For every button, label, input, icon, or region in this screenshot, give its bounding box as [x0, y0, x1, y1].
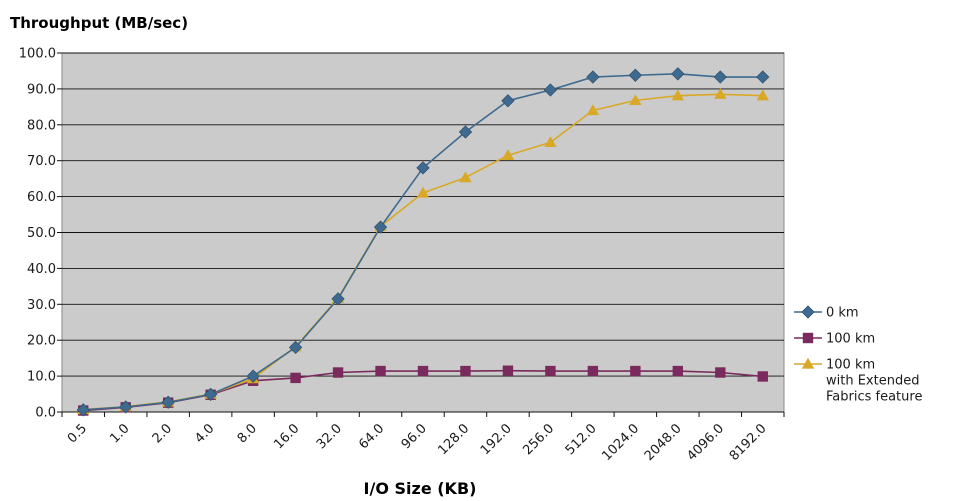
x-tick-label: 96.0	[399, 421, 430, 452]
data-point-square	[417, 365, 429, 377]
data-point-square	[290, 372, 301, 384]
x-axis-ticks: 0.5 1.0 2.0 4.0 8.0 16.0 32.0 64.0 96.0 128.0 192.…	[61, 412, 785, 464]
x-tick-label: 64.0	[356, 421, 387, 452]
data-point-diamond	[76, 403, 90, 417]
data-point-square	[757, 371, 768, 382]
x-tick-label: 1.0	[107, 421, 132, 446]
x-tick-label: 128.0	[435, 421, 472, 458]
data-point-triangle	[501, 149, 515, 160]
data-point-diamond	[416, 161, 430, 175]
data-point-diamond	[713, 70, 727, 84]
data-point-triangle	[416, 186, 430, 198]
y-tick-label: 70.0	[27, 154, 56, 169]
x-tick-label: 2048.0	[642, 421, 685, 464]
x-tick-label: 32.0	[314, 421, 345, 452]
series-group	[76, 67, 770, 417]
data-point-diamond	[331, 292, 345, 306]
y-axis-title: Throughput (MB/sec)	[10, 14, 188, 32]
y-tick-label: 90.0	[27, 82, 56, 97]
data-point-diamond	[671, 67, 685, 81]
y-tick-label: 50.0	[27, 226, 56, 241]
data-point-triangle	[714, 88, 727, 99]
y-tick-label: 60.0	[27, 190, 56, 205]
x-tick-label: 256.0	[520, 421, 557, 458]
data-point-square	[460, 365, 471, 377]
y-tick-label: 30.0	[27, 298, 56, 313]
data-point-square	[545, 365, 556, 377]
data-point-square	[672, 365, 684, 377]
data-point-diamond	[204, 387, 218, 402]
y-tick-label: 20.0	[27, 334, 56, 349]
x-axis-title: I/O Size (KB)	[364, 479, 477, 498]
data-point-diamond	[628, 68, 642, 82]
data-point-square	[502, 365, 514, 376]
legend-label: 0 km	[826, 306, 859, 321]
legend-label: with Extended	[826, 374, 919, 389]
data-point-diamond	[543, 83, 558, 97]
data-point-diamond	[586, 70, 600, 84]
legend-label: 100 km	[826, 358, 875, 373]
data-point-square	[332, 367, 344, 378]
x-tick-label: 2.0	[150, 421, 175, 446]
data-point-diamond	[756, 70, 770, 84]
data-point-triangle	[586, 104, 600, 116]
legend-label: Fabrics feature	[826, 390, 922, 405]
y-tick-label: 10.0	[27, 370, 56, 385]
data-point-triangle	[801, 357, 815, 369]
x-tick-label: 512.0	[563, 421, 600, 458]
x-tick-label: 8.0	[235, 421, 260, 446]
data-point-triangle	[756, 89, 769, 101]
x-tick-label: 192.0	[478, 421, 515, 458]
data-point-diamond	[458, 125, 473, 139]
data-point-triangle	[459, 171, 472, 183]
data-point-diamond	[161, 395, 175, 409]
data-point-square	[715, 367, 726, 378]
x-tick-label: 4096.0	[684, 421, 727, 464]
data-point-triangle	[544, 136, 557, 148]
x-tick-label: 4.0	[192, 421, 217, 446]
data-point-diamond	[119, 400, 133, 414]
data-point-diamond	[501, 94, 515, 108]
data-point-diamond	[246, 369, 260, 383]
y-axis-ticks: 0.0 10.0 20.0 30.0 40.0 50.0 60.0 70.0 80.0 90.0 1…	[19, 47, 62, 421]
gridlines	[62, 52, 784, 413]
data-point-diamond	[801, 305, 815, 319]
y-tick-label: 0.0	[35, 406, 56, 421]
data-point-square	[375, 365, 386, 377]
legend-label: 100 km	[826, 332, 875, 347]
y-tick-label: 80.0	[27, 118, 56, 133]
data-point-diamond	[373, 220, 388, 234]
series-diamond	[76, 67, 770, 417]
x-tick-label: 8192.0	[727, 421, 770, 464]
y-tick-label: 40.0	[27, 262, 56, 277]
x-tick-label: 1024.0	[599, 421, 642, 464]
data-point-square	[587, 365, 599, 377]
data-point-square	[802, 332, 814, 344]
data-point-diamond	[288, 340, 303, 355]
data-point-triangle	[629, 94, 642, 106]
data-point-square	[630, 365, 641, 377]
x-tick-label: 16.0	[271, 421, 302, 452]
x-tick-label: 0.5	[65, 421, 90, 446]
y-tick-label: 100.0	[19, 47, 56, 62]
data-point-triangle	[671, 89, 685, 101]
